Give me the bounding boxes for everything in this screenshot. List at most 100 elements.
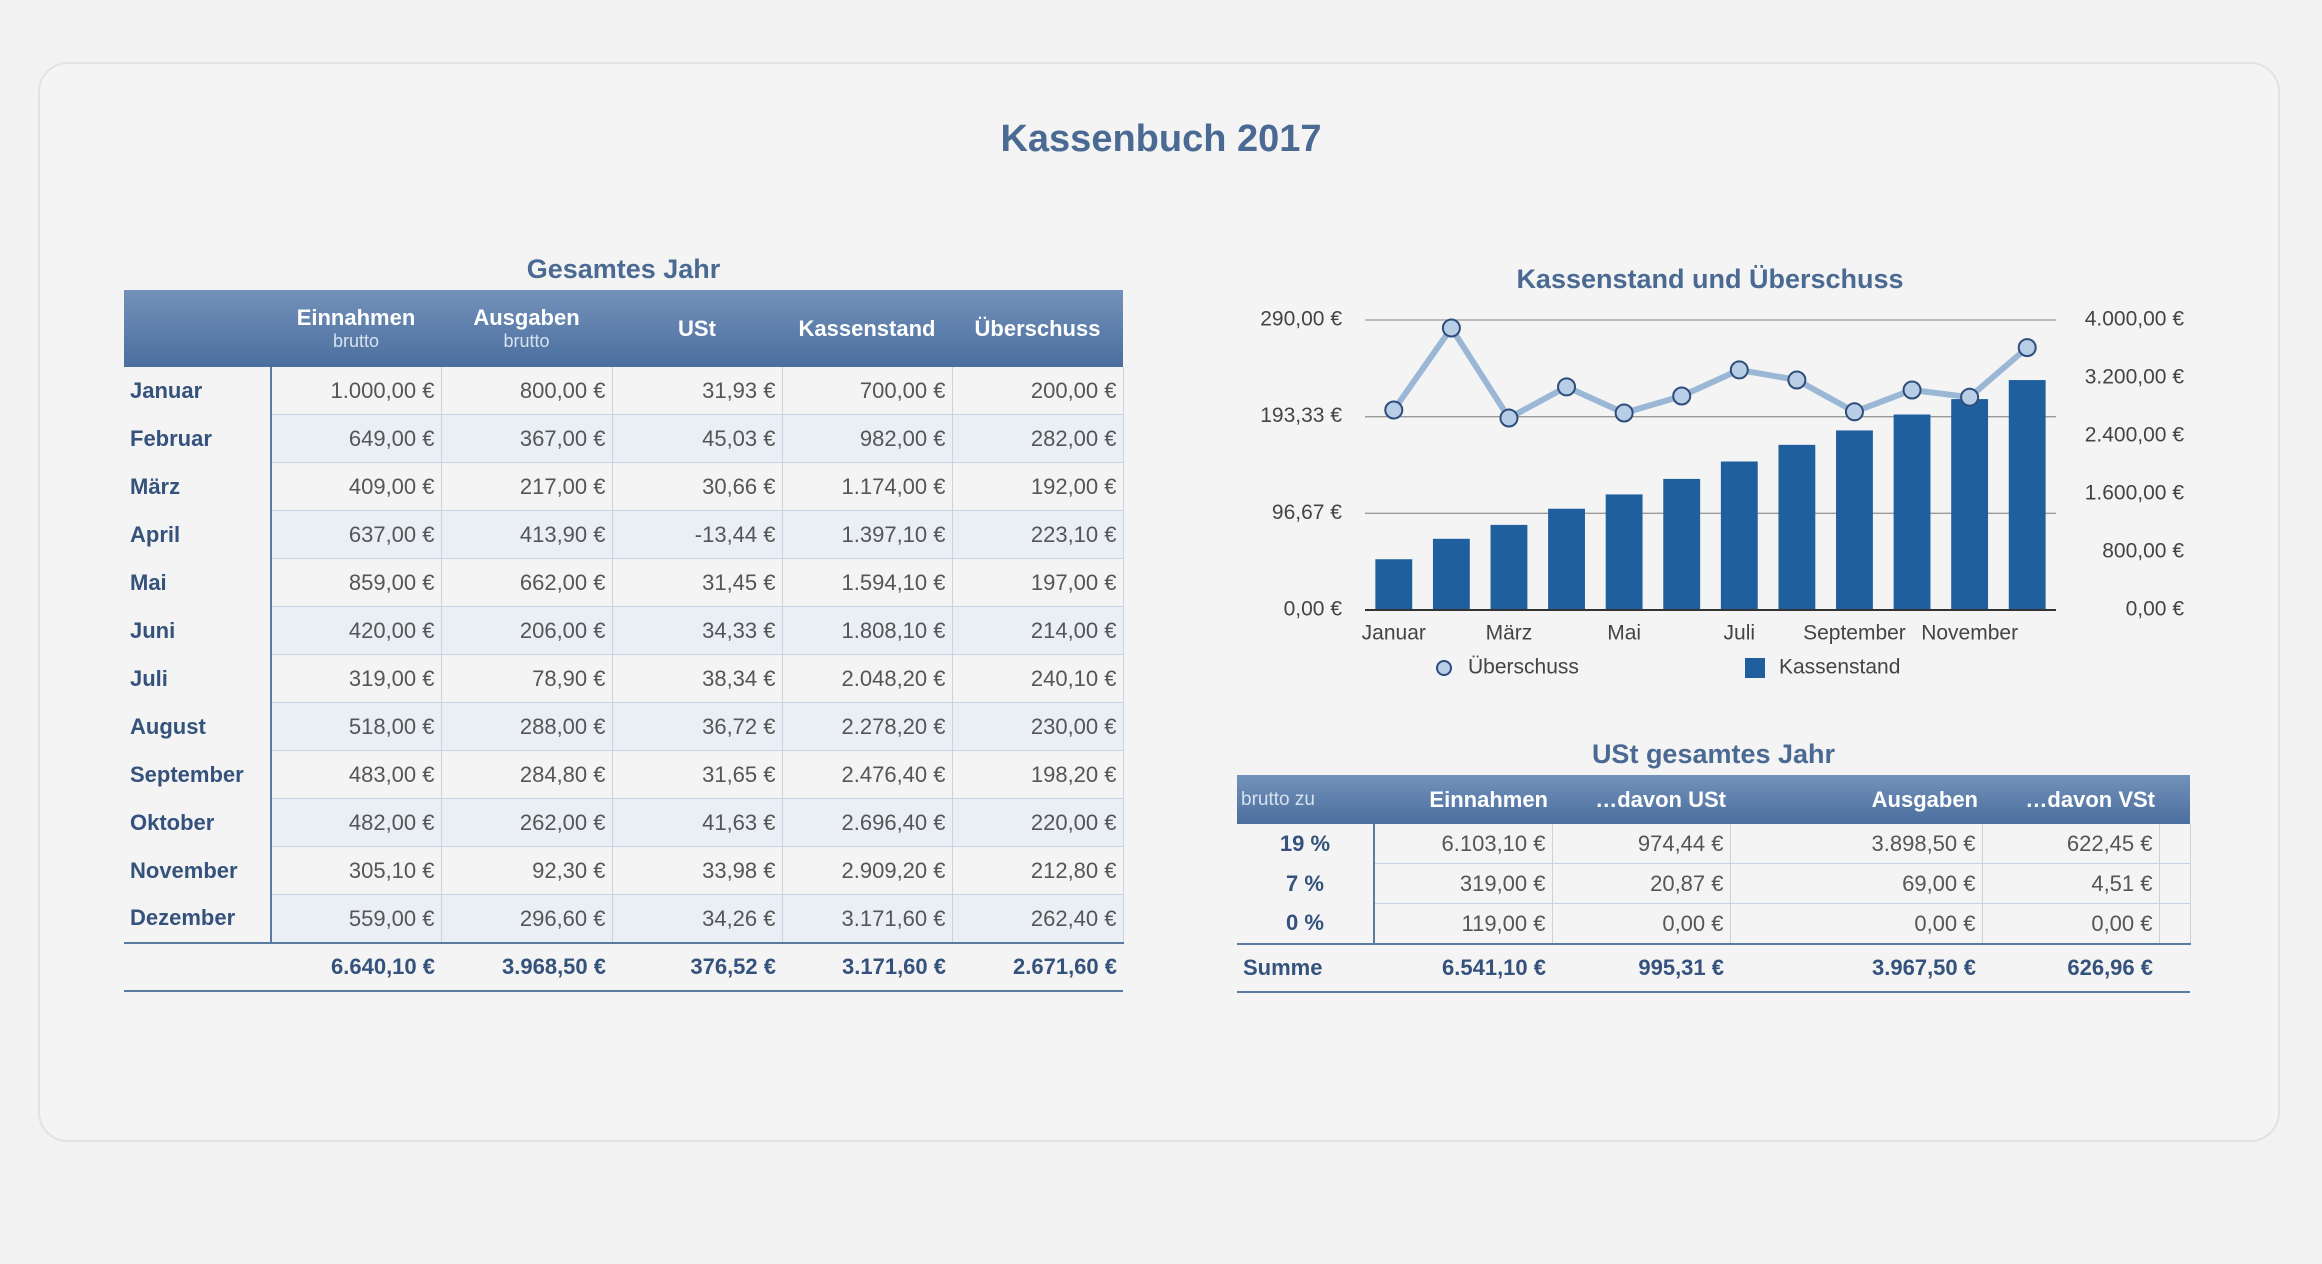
row-label: Oktober (124, 798, 272, 847)
cell (2159, 863, 2191, 904)
line-point (1557, 377, 1577, 397)
cell: 223,10 € (952, 510, 1124, 559)
cell: 3.171,60 € (782, 894, 953, 944)
cell: 1.808,10 € (782, 606, 953, 655)
cell (124, 942, 271, 992)
legend-label: Kassenstand (1779, 656, 1900, 679)
row-label: September (124, 750, 272, 799)
cell: 420,00 € (271, 606, 442, 655)
bar (1605, 494, 1643, 610)
cell: 637,00 € (271, 510, 442, 559)
header-cell: …davon USt (1552, 775, 1730, 824)
total-cell: 376,52 € (612, 942, 782, 992)
legend-label: Überschuss (1468, 656, 1579, 679)
cell: 319,00 € (271, 654, 442, 703)
y2-tick-label: 3.200,00 € (2085, 366, 2185, 389)
cell: 1.174,00 € (782, 462, 953, 511)
cell: 483,00 € (271, 750, 442, 799)
row-label: Juni (124, 606, 272, 655)
header-cell: brutto zu (1237, 775, 1374, 824)
y-tick-label: 96,67 € (1272, 501, 1342, 524)
cell: 69,00 € (1730, 863, 1983, 904)
bar (1720, 461, 1758, 610)
cell: 230,00 € (952, 702, 1124, 751)
bar (1548, 508, 1585, 610)
cell: 192,00 € (952, 462, 1124, 511)
cell: 2.048,20 € (782, 654, 953, 703)
row-label: April (124, 510, 272, 559)
total-cell: 3.968,50 € (441, 942, 612, 992)
x-tick-label: Januar (1362, 622, 1426, 645)
header-label: USt (678, 315, 716, 341)
cell: 38,34 € (612, 654, 783, 703)
row-label: 7 % (1237, 863, 1375, 904)
cell: 3.898,50 € (1730, 824, 1983, 864)
bar (1951, 399, 1989, 610)
cell: 34,26 € (612, 894, 783, 944)
cell: 92,30 € (441, 846, 613, 895)
cell: 2.696,40 € (782, 798, 953, 847)
cell: 2.278,20 € (782, 702, 953, 751)
cell: 1.000,00 € (271, 367, 442, 415)
total-cell: 6.640,10 € (271, 942, 441, 992)
cell: 31,93 € (612, 367, 783, 415)
header-cell: Einnahmen (1374, 775, 1552, 824)
row-label: Mai (124, 558, 272, 607)
cell: 198,20 € (952, 750, 1124, 799)
table-row: Mai 859,00 €662,00 €31,45 €1.594,10 €197,… (124, 558, 1124, 607)
total-cell: 3.171,60 € (782, 942, 952, 992)
row-label: März (124, 462, 272, 511)
row-label: Dezember (124, 894, 272, 943)
row-label: August (124, 702, 272, 751)
cell: 212,80 € (952, 846, 1124, 895)
cell: 2.909,20 € (782, 846, 953, 895)
bar (1778, 444, 1816, 610)
header-row: brutto zu Einnahmen …davon USt Ausgaben …dav… (1237, 775, 2190, 824)
cell: 33,98 € (612, 846, 783, 895)
cell: 197,00 € (952, 558, 1124, 607)
y-tick-label: 290,00 € (1260, 308, 1342, 331)
cell (2159, 943, 2190, 993)
y-tick-label: 193,33 € (1260, 404, 1342, 427)
cell: 31,45 € (612, 558, 783, 607)
cell (2159, 903, 2191, 945)
line-point (1960, 387, 1980, 407)
line-point (1441, 318, 1461, 338)
line-point (1384, 400, 1404, 420)
header-row: Einnahmen brutto Ausgaben brutto USt Kassenst… (124, 290, 1123, 367)
cell: 559,00 € (271, 894, 442, 944)
cell: 518,00 € (271, 702, 442, 751)
cell: 4,51 € (1982, 863, 2160, 904)
cell: 6.103,10 € (1374, 824, 1553, 864)
total-cell: 995,31 € (1552, 943, 1730, 993)
cell: 974,44 € (1552, 824, 1731, 864)
table-row: 7 % 319,00 €20,87 €69,00 €4,51 € (1237, 863, 2191, 904)
line-point (1729, 360, 1749, 380)
cell: 0,00 € (1730, 903, 1983, 945)
bar (1375, 559, 1413, 610)
row-label: Juli (124, 654, 272, 703)
cell: 622,45 € (1982, 824, 2160, 864)
table-row: Dezember 559,00 €296,60 €34,26 €3.171,60 … (124, 894, 1124, 944)
line-point (1614, 403, 1634, 423)
cell: 367,00 € (441, 414, 613, 463)
total-cell: 2.671,60 € (952, 942, 1123, 992)
line-point (1844, 402, 1864, 422)
legend-marker (1745, 658, 1765, 678)
cell: 288,00 € (441, 702, 613, 751)
bar (1432, 538, 1470, 610)
cell: 31,65 € (612, 750, 783, 799)
header-sub: brutto (503, 331, 550, 351)
cell: 662,00 € (441, 558, 613, 607)
cell: 206,00 € (441, 606, 613, 655)
line-point (2017, 338, 2037, 358)
cell: 282,00 € (952, 414, 1124, 463)
cell: 296,60 € (441, 894, 613, 944)
cell: 41,63 € (612, 798, 783, 847)
row-label: Februar (124, 414, 272, 463)
page-title: Kassenbuch 2017 (1000, 118, 1322, 160)
chart-title: Kassenstand und Überschuss (1516, 264, 1903, 294)
row-label: Januar (124, 367, 272, 415)
line-point (1787, 370, 1807, 390)
